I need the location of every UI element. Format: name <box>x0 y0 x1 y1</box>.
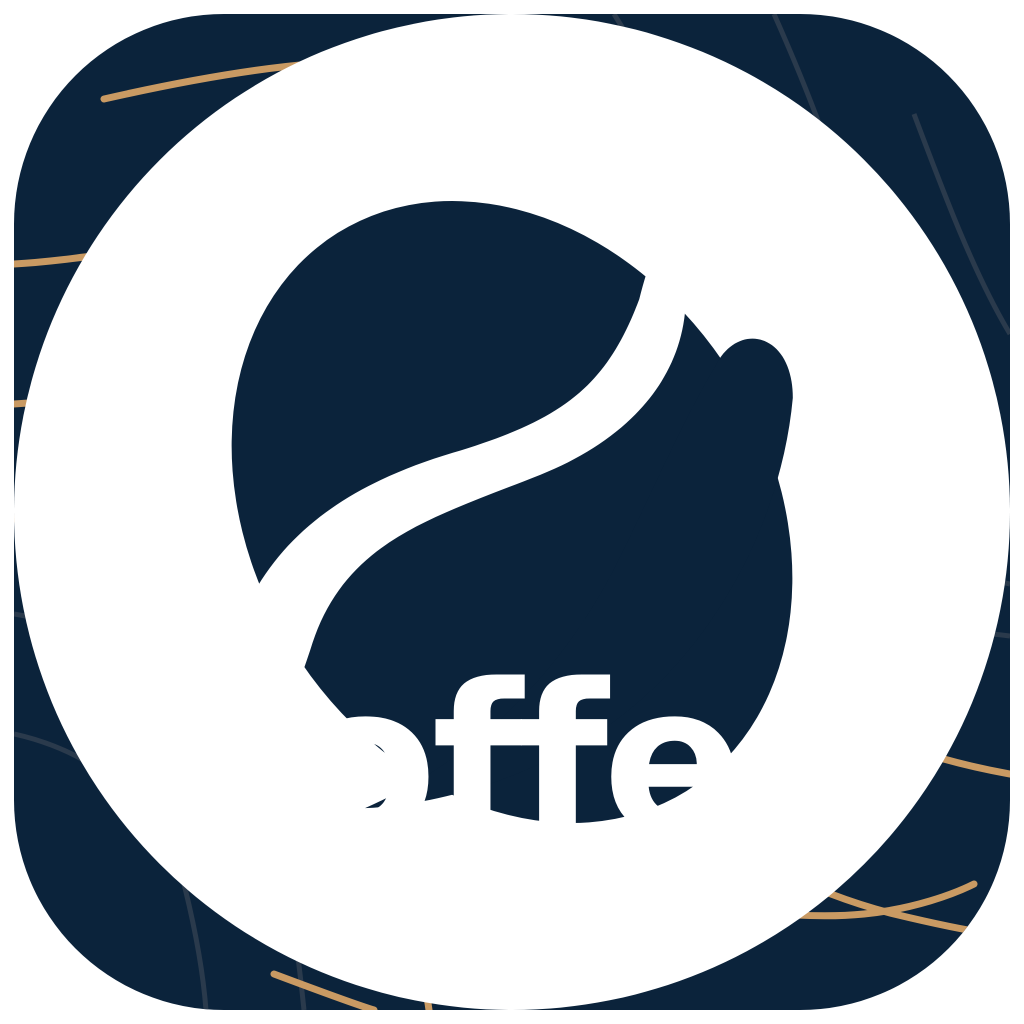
app-name-wordmark: goffee <box>148 639 881 884</box>
app-icon[interactable]: goffee <box>14 14 1010 1010</box>
coffee-bean-icon <box>14 14 1010 1010</box>
